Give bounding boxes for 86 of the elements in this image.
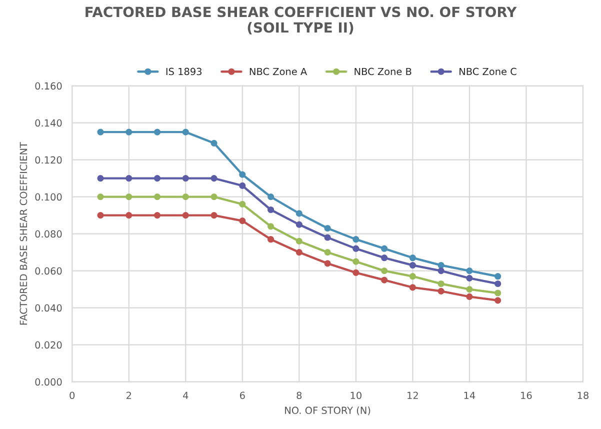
point [154,175,161,182]
x-axis-title: NO. OF STORY (N) [285,406,370,416]
point [324,224,331,232]
legend-label: NBC Zone A [250,68,308,76]
point [239,200,246,208]
x-tick-label: 0 [70,392,75,400]
point [438,262,444,269]
point [438,288,444,294]
legend-label: NBC Zone B [354,68,412,76]
point [126,128,132,136]
point [494,297,502,304]
point [154,212,161,219]
y-axis-title: FACTORED BASE SHEAR COEFFICIENT [20,142,28,325]
y-tick-label: 0.120 [35,156,62,164]
point [182,194,189,200]
point [97,194,104,200]
point [210,175,218,182]
point [352,236,360,243]
point [126,175,132,182]
point [296,249,302,256]
point [267,194,274,200]
point [466,268,473,274]
point [438,268,444,274]
point [154,128,161,136]
point [381,254,388,262]
x-tick-label: 10 [350,392,362,400]
y-tick-label: 0.160 [35,82,62,90]
point [381,268,388,274]
x-tick-label: 6 [240,392,245,400]
point [126,194,132,200]
point [97,128,104,136]
legend-label: NBC Zone C [460,68,516,76]
point [381,245,388,252]
point [438,280,444,288]
point [296,238,302,245]
point [409,262,416,269]
legend-label: IS 1893 [166,68,202,76]
point [296,210,302,217]
chart-title: FACTORED BASE SHEAR COEFFICIENT VS NO. OF STORY (SOIL TYPE II) [86,6,517,34]
point [494,273,502,280]
point [267,236,274,243]
x-tick-label: 14 [464,392,476,399]
point [239,182,246,189]
point [182,212,189,219]
point [154,194,161,200]
point [466,274,473,282]
point [466,286,473,293]
point [466,293,473,300]
point [352,245,360,252]
point [239,218,246,224]
x-tick-label: 2 [126,392,131,399]
point [409,273,416,280]
point [126,212,132,219]
point [324,260,331,267]
point [324,249,331,256]
point [494,280,502,288]
x-tick-label: 12 [408,392,418,399]
y-tick-label: 0.000 [35,378,62,386]
x-tick-label: 8 [296,392,302,400]
point [97,175,104,182]
point [296,221,302,228]
x-tick-label: 4 [183,392,188,399]
x-tick-label: 16 [521,392,532,400]
point [494,290,502,296]
point [210,140,218,146]
y-tick-label: 0.040 [35,304,62,312]
point [409,284,416,291]
point [352,269,360,276]
y-tick-label: 0.100 [35,193,62,201]
point [324,234,331,241]
y-tick-label: 0.140 [35,119,62,127]
point [182,175,189,182]
point [210,212,218,219]
y-tick-label: 0.060 [35,267,62,275]
y-tick-label: 0.080 [35,230,62,238]
point [409,254,416,262]
point [182,128,189,136]
point [267,206,274,214]
point [210,194,218,200]
point [97,212,104,219]
x-tick-label: 18 [578,392,588,400]
y-tick-label: 0.020 [35,341,62,349]
point [239,171,246,178]
point [381,276,388,284]
point [352,258,360,265]
point [267,223,274,230]
